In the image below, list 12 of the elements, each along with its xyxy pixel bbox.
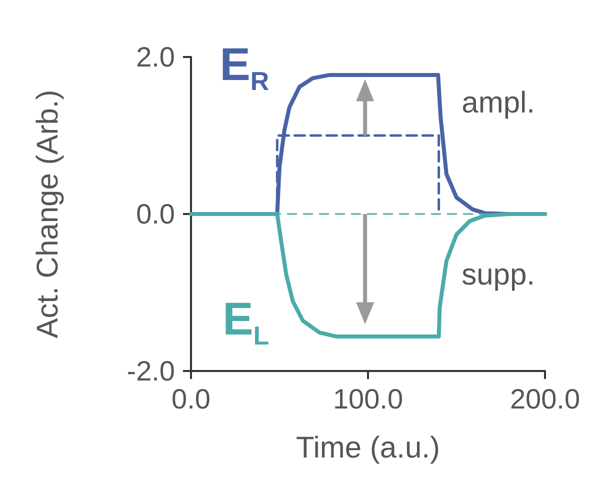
series-label: E$_{L}$ [222,292,270,351]
series-label: E$_{R}$ [220,38,270,96]
x-axis-title: Time (a.u.) [296,432,440,464]
y-tick-label: 2.0 [136,42,175,72]
annotation: supp. [462,258,535,292]
y-tick-label: -2.0 [126,356,175,386]
x-tick-label: 200.0 [510,384,580,414]
x-tick-label: 100.0 [332,384,404,414]
annotation: ampl. [462,86,535,120]
x-tick-label: 0.0 [172,384,210,414]
y-tick-label: 0.0 [136,198,175,230]
y-axis-title: Act. Change (Arb.) [32,90,64,338]
